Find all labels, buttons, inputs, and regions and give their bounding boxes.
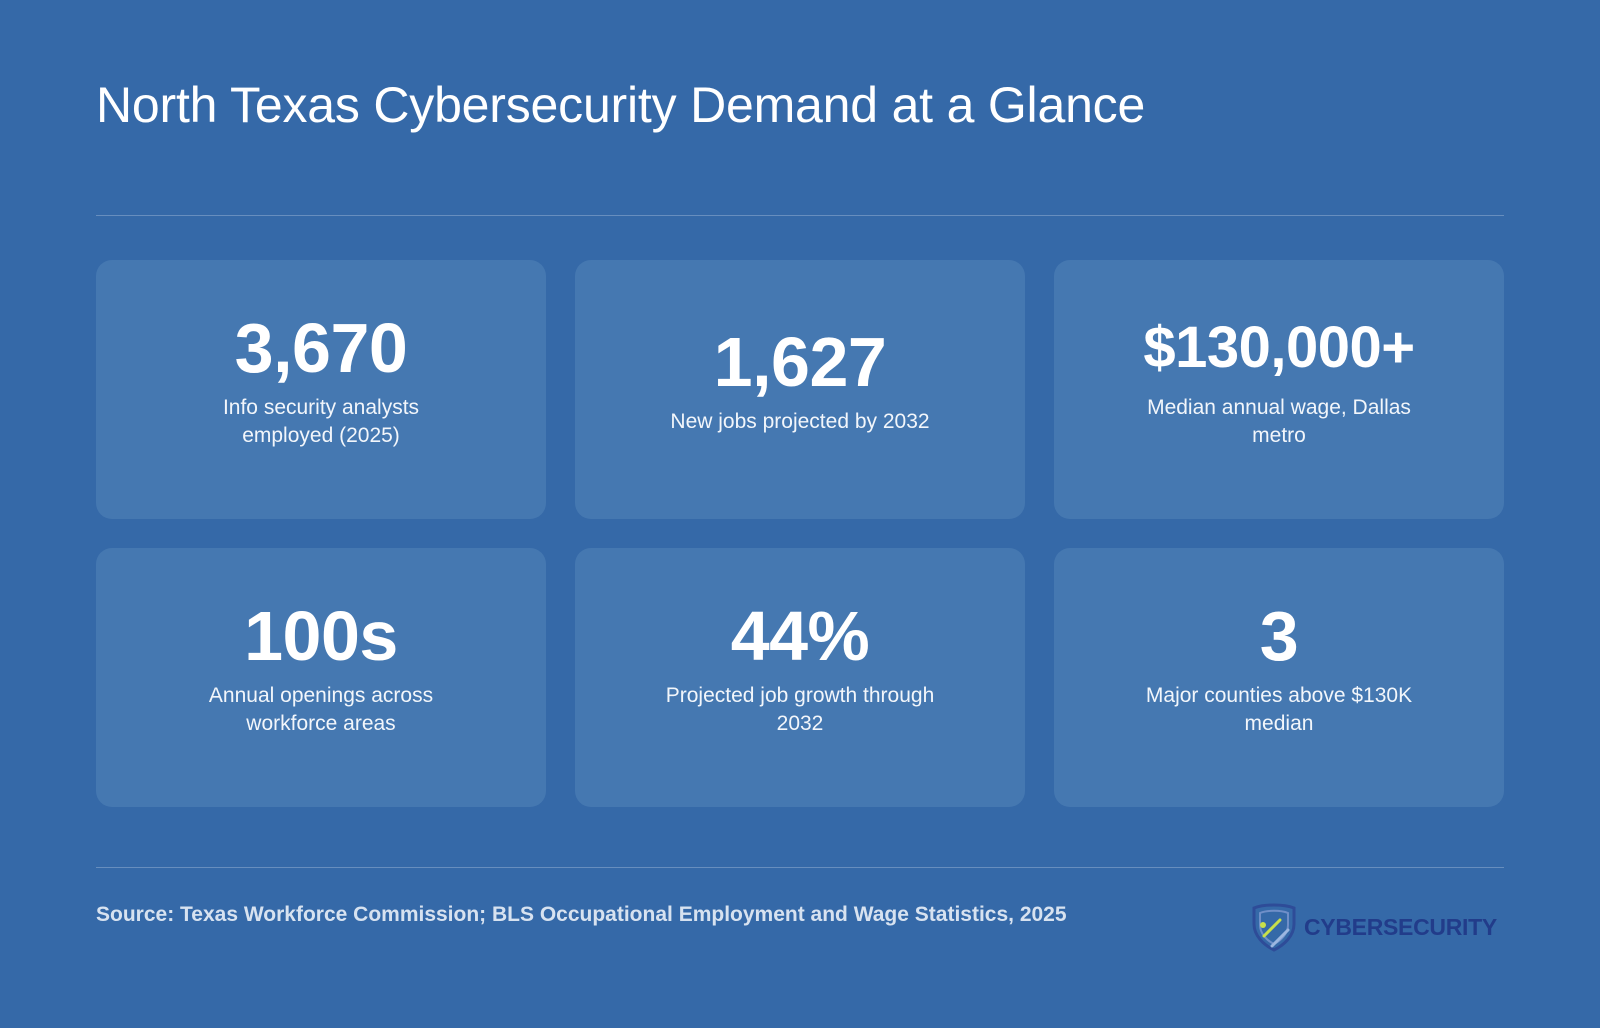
page-title: North Texas Cybersecurity Demand at a Gl… bbox=[96, 77, 1146, 133]
logo-text: CYBERSECURITY bbox=[1304, 913, 1497, 940]
source-note: Source: Texas Workforce Commission; BLS … bbox=[96, 903, 1067, 926]
stat-value: 100s bbox=[244, 596, 398, 675]
stat-value: $130,000+ bbox=[1143, 314, 1415, 380]
stat-card: 100s Annual openings across workforce ar… bbox=[96, 548, 546, 807]
stat-card: 44% Projected job growth through 2032 bbox=[575, 548, 1025, 807]
stat-value: 3,670 bbox=[234, 308, 408, 387]
bottom-divider bbox=[96, 867, 1504, 868]
shield-icon bbox=[1250, 902, 1298, 952]
stat-label: Major counties above $130K median bbox=[1145, 683, 1413, 735]
stat-label: Projected job growth through 2032 bbox=[665, 683, 935, 735]
stat-label: Annual openings across workforce areas bbox=[208, 683, 434, 735]
stat-label: Median annual wage, Dallas metro bbox=[1147, 395, 1411, 447]
stat-card: 3,670 Info security analysts employed (2… bbox=[96, 260, 546, 519]
stat-label: New jobs projected by 2032 bbox=[670, 409, 930, 433]
stats-grid: 3,670 Info security analysts employed (2… bbox=[96, 260, 1504, 807]
cybersecurity-logo: CYBERSECURITY bbox=[1250, 902, 1497, 952]
top-divider bbox=[96, 215, 1504, 216]
stat-label: Info security analysts employed (2025) bbox=[222, 395, 420, 447]
stat-card: $130,000+ Median annual wage, Dallas met… bbox=[1054, 260, 1504, 519]
stat-card: 3 Major counties above $130K median bbox=[1054, 548, 1504, 807]
stat-value: 44% bbox=[730, 596, 870, 675]
stat-value: 1,627 bbox=[713, 322, 887, 401]
stat-value: 3 bbox=[1259, 596, 1299, 675]
stat-card: 1,627 New jobs projected by 2032 bbox=[575, 260, 1025, 519]
